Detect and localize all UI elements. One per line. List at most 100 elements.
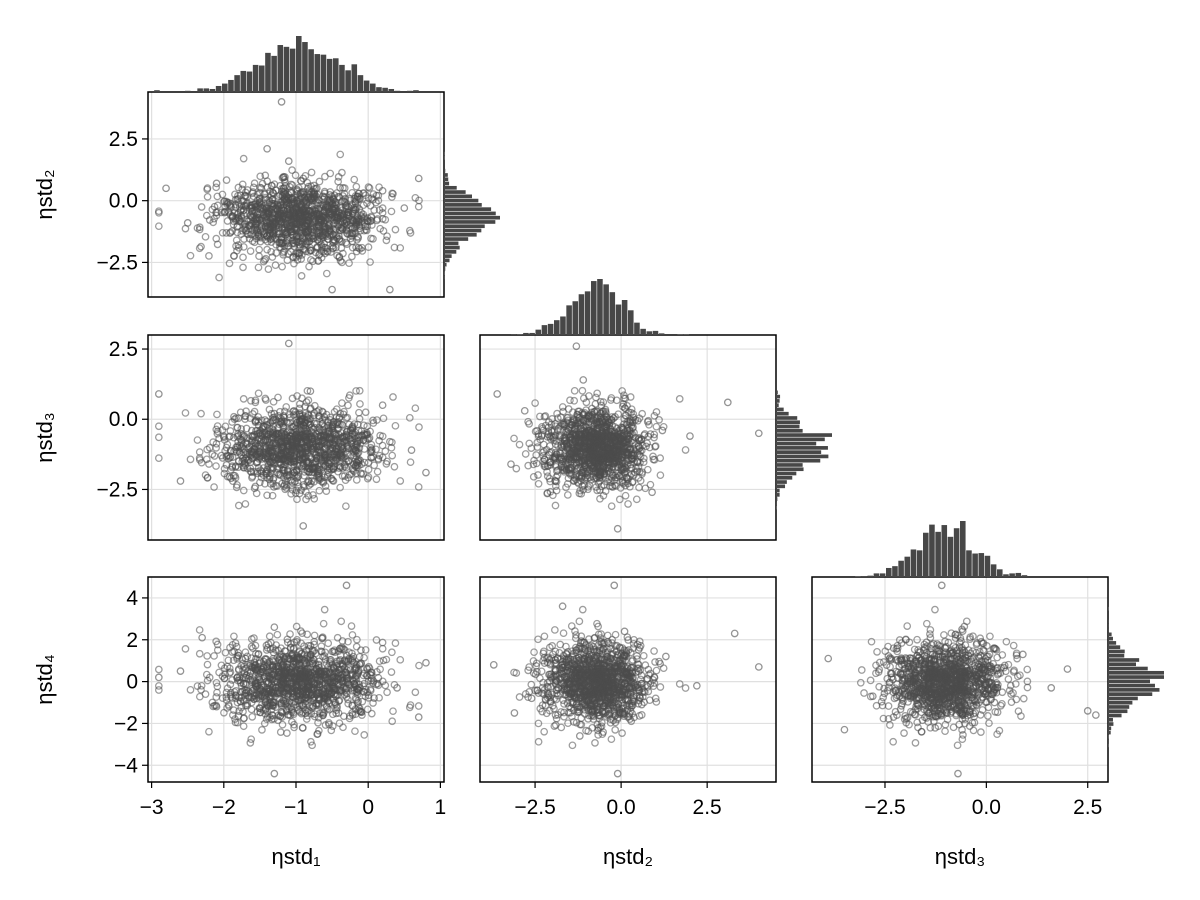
scatter-point bbox=[596, 486, 604, 494]
scatter-point bbox=[213, 429, 222, 438]
scatter-point bbox=[646, 430, 655, 438]
scatter-point bbox=[604, 465, 613, 473]
scatter-point bbox=[594, 424, 602, 432]
scatter-point bbox=[355, 194, 364, 203]
scatter-point bbox=[570, 473, 579, 482]
scatter-point bbox=[335, 462, 344, 470]
scatter-point bbox=[282, 481, 291, 489]
scatter-point bbox=[584, 413, 593, 422]
scatter-point bbox=[307, 168, 316, 177]
scatter-point bbox=[259, 657, 268, 666]
scatter-point bbox=[389, 707, 397, 716]
scatter-point bbox=[621, 491, 630, 500]
scatter-point bbox=[340, 184, 349, 192]
scatter-point bbox=[400, 204, 409, 212]
scatter-point bbox=[539, 440, 548, 449]
scatter-point bbox=[227, 474, 235, 483]
scatter-point bbox=[276, 215, 285, 224]
scatter-point bbox=[237, 230, 246, 239]
scatter-point bbox=[281, 485, 289, 494]
scatter-point bbox=[231, 190, 239, 199]
scatter-point bbox=[299, 522, 308, 530]
scatter-point bbox=[627, 454, 636, 463]
scatter-point bbox=[253, 213, 261, 222]
scatter-point bbox=[291, 433, 300, 441]
scatter-point bbox=[378, 453, 387, 462]
scatter-point bbox=[305, 481, 313, 490]
scatter-point bbox=[248, 230, 256, 239]
scatter-point bbox=[602, 409, 610, 417]
scatter-point bbox=[293, 392, 301, 400]
scatter-point bbox=[288, 236, 297, 244]
scatter-point bbox=[201, 471, 210, 479]
scatter-point bbox=[396, 244, 405, 252]
scatter-point bbox=[356, 400, 364, 408]
scatter-point bbox=[203, 652, 211, 660]
scatter-point bbox=[382, 236, 391, 245]
scatter-point bbox=[257, 184, 266, 192]
scatter-point bbox=[268, 233, 277, 242]
scatter-point bbox=[521, 450, 530, 458]
scatter-point bbox=[313, 467, 322, 476]
scatter-point bbox=[251, 203, 260, 212]
scatter-point bbox=[345, 391, 354, 400]
scatter-point bbox=[213, 422, 222, 430]
scatter-point bbox=[224, 700, 233, 709]
scatter-point bbox=[592, 393, 600, 402]
scatter-point bbox=[551, 482, 560, 490]
scatter-point bbox=[325, 227, 334, 236]
scatter-point bbox=[300, 190, 308, 199]
scatter-point bbox=[287, 199, 296, 208]
scatter-point bbox=[289, 457, 298, 466]
scatter-point bbox=[259, 464, 268, 472]
scatter-point bbox=[344, 212, 353, 220]
scatter-point bbox=[545, 433, 554, 441]
scatter-point bbox=[383, 457, 391, 466]
scatter-point bbox=[364, 465, 373, 474]
scatter-point bbox=[181, 645, 190, 653]
scatter-point bbox=[249, 183, 258, 192]
scatter-point bbox=[256, 453, 264, 461]
scatter-point bbox=[241, 188, 250, 197]
scatter-point bbox=[267, 463, 276, 472]
scatter-point bbox=[352, 660, 361, 669]
scatter-point bbox=[279, 228, 287, 237]
scatter-point bbox=[292, 253, 300, 261]
scatter-point bbox=[307, 256, 315, 264]
scatter-point bbox=[575, 407, 584, 416]
y-tick-label: −2.5 bbox=[97, 478, 138, 501]
scatter-point bbox=[317, 642, 326, 651]
scatter-point bbox=[593, 389, 602, 398]
scatter-point bbox=[210, 483, 218, 491]
scatter-point bbox=[277, 217, 286, 226]
scatter-point bbox=[510, 434, 518, 443]
scatter-point bbox=[285, 183, 294, 191]
scatter-point bbox=[564, 425, 573, 434]
scatter-point bbox=[227, 465, 235, 474]
scatter-point bbox=[651, 442, 659, 451]
scatter-point bbox=[247, 219, 256, 228]
scatter-point bbox=[525, 439, 534, 448]
scatter-point bbox=[366, 258, 374, 266]
scatter-point bbox=[262, 641, 271, 650]
scatter-point bbox=[538, 424, 547, 433]
scatter-point bbox=[278, 262, 287, 271]
scatter-point bbox=[327, 424, 336, 432]
scatter-point bbox=[328, 421, 336, 429]
y-axis-label: ηstd₃ bbox=[32, 412, 57, 463]
scatter-point bbox=[391, 225, 400, 234]
scatter-point bbox=[254, 263, 263, 272]
scatter-point bbox=[154, 433, 163, 442]
scatter-point bbox=[540, 412, 549, 421]
scatter-point bbox=[379, 414, 388, 423]
scatter-point bbox=[320, 439, 329, 448]
scatter-point bbox=[615, 452, 623, 461]
scatter-point bbox=[265, 632, 274, 641]
scatter-point bbox=[241, 415, 249, 423]
scatter-point bbox=[336, 183, 344, 192]
scatter-point bbox=[239, 441, 247, 449]
scatter-point bbox=[292, 486, 301, 495]
scatter-point bbox=[241, 224, 249, 232]
scatter-point bbox=[648, 488, 656, 497]
